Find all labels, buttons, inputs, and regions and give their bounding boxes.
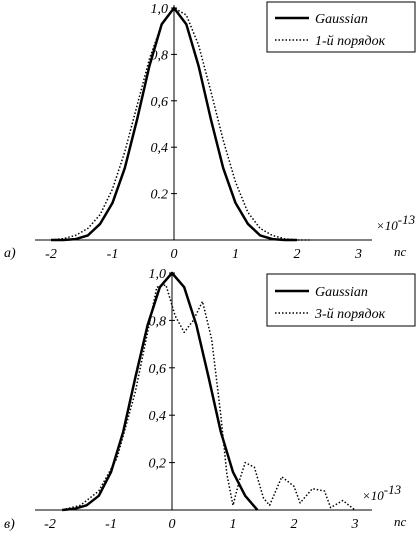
y-tick-label: 0,4 bbox=[149, 409, 167, 424]
y-tick-label: 1,0 bbox=[151, 2, 169, 17]
legend-label-gaussian: Gaussian bbox=[315, 12, 368, 27]
y-tick-label: 0,4 bbox=[151, 141, 169, 156]
x-tick-label: -2 bbox=[45, 247, 57, 262]
series-gaussian-line bbox=[51, 6, 297, 242]
x-tick-labels: -2 -1 0 1 2 3 bbox=[44, 517, 358, 532]
panel-v: в) пс ×10-13 -2 -1 0 1 2 3 0,2 0,4 0,6 0,8 1,0 Ga… bbox=[4, 267, 416, 532]
x-unit-label: пс bbox=[394, 514, 407, 529]
y-tick-label: 0,2 bbox=[149, 457, 167, 472]
panel-label: а) bbox=[4, 246, 16, 261]
series-layer bbox=[62, 271, 356, 512]
x-tick-label: 3 bbox=[354, 247, 362, 262]
legend-label-order: 1-й порядок bbox=[315, 34, 386, 49]
x-tick-label: -1 bbox=[105, 517, 117, 532]
series-layer bbox=[50, 6, 310, 242]
x-tick-label: -1 bbox=[107, 247, 119, 262]
multiplier-base: ×10 bbox=[376, 218, 398, 233]
y-tick-label: 0.2 bbox=[151, 188, 169, 203]
x-tick-label: 2 bbox=[294, 247, 301, 262]
multiplier-base: ×10 bbox=[362, 488, 384, 503]
y-tick-label: 0,8 bbox=[151, 48, 169, 63]
x-tick-label: 3 bbox=[351, 517, 359, 532]
y-tick-label: 0,8 bbox=[149, 314, 167, 329]
y-tick-label: 0,6 bbox=[151, 95, 169, 110]
x-tick-label: 1 bbox=[232, 247, 239, 262]
multiplier-exponent: -13 bbox=[384, 482, 402, 497]
series-gaussian-line bbox=[62, 271, 259, 512]
legend: Gaussian 1-й порядок bbox=[266, 1, 416, 53]
panel-a: а) пс ×10-13 -2 -1 0 1 2 3 0.2 0,4 0,6 0,8 1,0 Ga… bbox=[4, 1, 416, 262]
legend-box bbox=[266, 1, 416, 53]
x-multiplier: ×10-13 bbox=[376, 212, 416, 233]
legend: Gaussian 3-й порядок bbox=[266, 273, 416, 327]
x-unit-label: пс bbox=[394, 244, 407, 259]
x-tick-labels: -2 -1 0 1 2 3 bbox=[45, 247, 362, 262]
y-tick-label: 1,0 bbox=[149, 267, 167, 282]
panel-label: в) bbox=[4, 517, 15, 532]
x-tick-label: -2 bbox=[44, 517, 56, 532]
y-tick-labels: 0.2 0,4 0,6 0,8 1,0 bbox=[151, 2, 177, 203]
x-tick-label: 0 bbox=[169, 517, 176, 532]
multiplier-exponent: -13 bbox=[398, 212, 416, 227]
y-tick-label: 0,6 bbox=[149, 362, 167, 377]
legend-label-order: 3-й порядок bbox=[314, 307, 386, 322]
x-multiplier: ×10-13 bbox=[362, 482, 402, 503]
series-order-line bbox=[62, 284, 356, 511]
legend-box bbox=[266, 273, 416, 327]
legend-label-gaussian: Gaussian bbox=[315, 285, 368, 300]
x-tick-label: 0 bbox=[171, 247, 178, 262]
x-tick-label: 2 bbox=[291, 517, 298, 532]
y-tick-labels: 0,2 0,4 0,6 0,8 1,0 bbox=[149, 267, 175, 472]
x-tick-label: 1 bbox=[230, 517, 237, 532]
